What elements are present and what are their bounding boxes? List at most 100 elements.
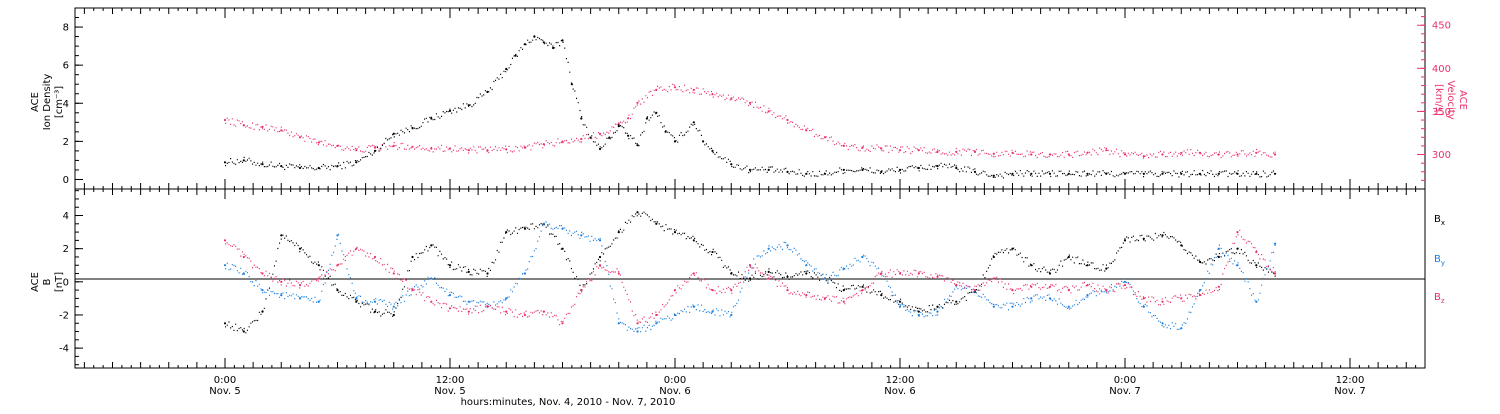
point-bz-53 — [1217, 285, 1220, 288]
velocity-axis-title-line1: ACE — [1457, 90, 1468, 110]
point-bx-29 — [767, 270, 770, 273]
point-ion-density-10 — [411, 126, 414, 130]
point-velocity-48 — [1105, 149, 1108, 152]
point-bz-24 — [673, 289, 677, 292]
point-bz-35 — [880, 272, 883, 275]
point-ion-density-48 — [936, 165, 939, 168]
x-tick-time-3: 12:00 — [886, 375, 915, 386]
point-by-33 — [842, 267, 845, 270]
point-bx-33 — [842, 289, 845, 292]
point-velocity-56 — [1255, 151, 1258, 154]
point-velocity-11 — [430, 147, 433, 150]
point-bz-19 — [580, 289, 583, 292]
b-axis-title-line3: [nT] — [54, 272, 65, 292]
point-bz-31 — [805, 294, 808, 297]
point-velocity-44 — [1030, 153, 1033, 156]
point-velocity-52 — [1180, 151, 1183, 154]
point-bx-25 — [692, 239, 695, 242]
x-tick-time-5: 12:00 — [1336, 375, 1365, 386]
point-velocity-35 — [861, 146, 864, 149]
point-ion-density-43 — [842, 168, 845, 171]
point-ion-density-64 — [1236, 172, 1239, 175]
point-bz-55 — [1255, 250, 1258, 254]
point-by-37 — [917, 313, 920, 317]
point-ion-density-49 — [955, 166, 958, 170]
point-bz-36 — [898, 272, 902, 275]
plasma-panel-frame — [74, 7, 1426, 190]
density-tick-label-3: 6 — [63, 61, 69, 72]
point-bx-47 — [1105, 267, 1108, 270]
point-bz-38 — [936, 275, 939, 278]
x-tick-date-4: Nov. 7 — [1109, 386, 1140, 397]
point-bz-21 — [617, 272, 620, 275]
point-velocity-19 — [580, 137, 583, 141]
point-ion-density-9 — [392, 132, 395, 135]
point-ion-density-47 — [917, 166, 920, 170]
point-ion-density-27 — [617, 125, 620, 128]
point-ion-density-50 — [973, 170, 977, 173]
point-ion-density-1 — [242, 159, 245, 162]
velocity-axis-title-line3: [km/s] — [1433, 84, 1444, 116]
point-bx-37 — [917, 310, 920, 313]
point-by-11 — [430, 277, 433, 280]
point-ion-density-53 — [1030, 172, 1033, 175]
series-velocity-dots — [225, 83, 1276, 159]
point-velocity-57 — [1273, 153, 1277, 156]
point-ion-density-23 — [580, 117, 583, 120]
point-bx-45 — [1067, 255, 1070, 259]
point-bx-30 — [786, 275, 789, 278]
point-velocity-23 — [636, 101, 639, 104]
point-velocity-34 — [842, 144, 845, 147]
point-velocity-17 — [542, 143, 545, 146]
point-bz-52 — [1198, 294, 1202, 297]
b-tick-label-0: -4 — [59, 344, 69, 355]
velocity-axis-title-line2: Velocity — [1445, 80, 1456, 119]
point-by-31 — [805, 264, 808, 267]
point-by-22 — [636, 330, 639, 333]
point-velocity-29 — [748, 101, 752, 104]
point-bx-38 — [936, 305, 939, 308]
point-ion-density-17 — [523, 43, 527, 46]
point-velocity-22 — [627, 117, 630, 120]
point-bx-51 — [1180, 244, 1183, 247]
point-ion-density-30 — [645, 117, 649, 120]
point-velocity-40 — [955, 150, 958, 153]
point-bx-8 — [373, 310, 377, 313]
point-ion-density-39 — [767, 168, 770, 171]
point-bx-4 — [298, 247, 302, 250]
point-velocity-10 — [411, 145, 414, 148]
point-by-42 — [1011, 305, 1014, 308]
point-ion-density-21 — [561, 39, 564, 42]
point-bx-15 — [505, 231, 508, 234]
point-velocity-3 — [280, 129, 283, 132]
point-bz-49 — [1142, 297, 1145, 300]
point-velocity-15 — [505, 148, 508, 151]
point-velocity-49 — [1123, 153, 1127, 156]
point-bx-6 — [336, 289, 339, 292]
point-by-18 — [561, 227, 564, 230]
point-bx-50 — [1161, 234, 1164, 237]
point-velocity-16 — [523, 146, 527, 149]
point-bz-56 — [1273, 272, 1277, 275]
series-ion-density-dots — [225, 35, 1276, 179]
point-bz-43 — [1030, 285, 1033, 288]
point-ion-density-52 — [1011, 172, 1014, 175]
point-velocity-43 — [1011, 151, 1014, 154]
point-velocity-14 — [486, 149, 489, 152]
point-velocity-2 — [261, 125, 264, 128]
point-ion-density-38 — [748, 168, 752, 171]
point-bx-24 — [673, 231, 677, 234]
point-bz-47 — [1105, 289, 1108, 292]
point-by-30 — [786, 244, 789, 247]
point-ion-density-7 — [355, 161, 358, 164]
point-velocity-55 — [1236, 153, 1239, 156]
point-bz-46 — [1086, 284, 1089, 287]
point-velocity-6 — [336, 144, 339, 147]
velocity-tick-label-0: 300 — [1432, 150, 1451, 161]
point-by-15 — [505, 297, 508, 300]
point-bx-35 — [880, 294, 883, 297]
point-bx-10 — [411, 255, 414, 259]
point-ion-density-46 — [898, 168, 902, 171]
point-bz-2 — [261, 272, 264, 275]
point-bx-39 — [955, 300, 958, 303]
